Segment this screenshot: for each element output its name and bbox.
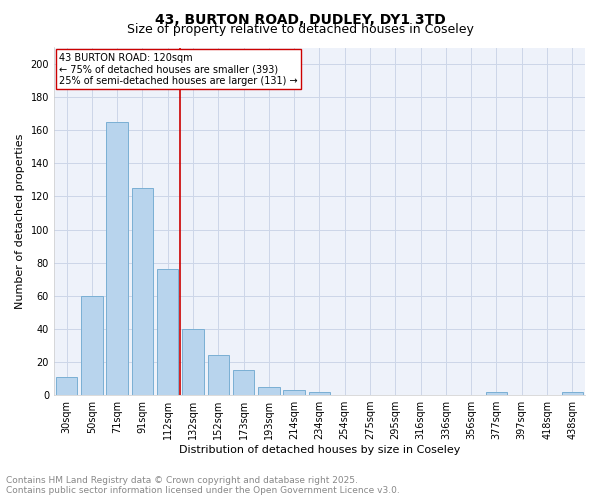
Bar (81, 296, 103, 395)
Y-axis label: Number of detached properties: Number of detached properties (15, 134, 25, 309)
Bar (131, 188, 153, 395)
Bar (283, 390, 305, 395)
Bar (106, 122, 128, 395)
Bar (233, 370, 254, 395)
X-axis label: Distribution of detached houses by size in Coseley: Distribution of detached houses by size … (179, 445, 460, 455)
Bar (562, 392, 583, 395)
Bar (56, 377, 77, 395)
Bar (208, 356, 229, 395)
Text: 43, BURTON ROAD, DUDLEY, DY1 3TD: 43, BURTON ROAD, DUDLEY, DY1 3TD (155, 12, 445, 26)
Text: Size of property relative to detached houses in Coseley: Size of property relative to detached ho… (127, 22, 473, 36)
Text: Contains HM Land Registry data © Crown copyright and database right 2025.
Contai: Contains HM Land Registry data © Crown c… (6, 476, 400, 495)
Bar (157, 270, 178, 395)
Bar (309, 392, 330, 395)
Bar (258, 387, 280, 395)
Text: 43 BURTON ROAD: 120sqm
← 75% of detached houses are smaller (393)
25% of semi-de: 43 BURTON ROAD: 120sqm ← 75% of detached… (59, 52, 298, 86)
Bar (182, 329, 204, 395)
Bar (486, 392, 507, 395)
